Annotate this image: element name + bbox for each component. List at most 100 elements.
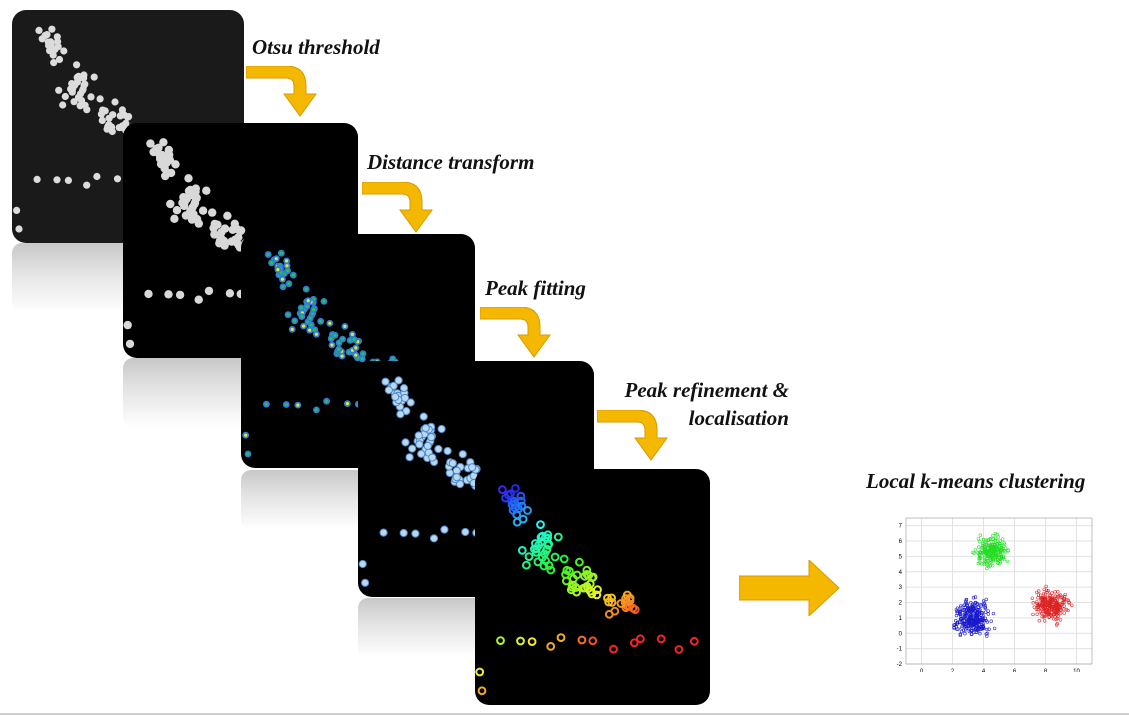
k-means-label: Local k-means clustering (866, 469, 1086, 493)
cell-dot (421, 424, 430, 433)
cell-dot (523, 506, 532, 515)
scatter-point (969, 600, 973, 605)
scatter-point (1002, 542, 1007, 546)
cell-dot (146, 139, 155, 148)
scatter-point (1035, 603, 1040, 608)
scatter-point (975, 602, 979, 607)
scatter-point (1065, 598, 1069, 602)
cell-dot (77, 90, 85, 98)
scatter-point (995, 557, 1000, 561)
scatter-point (989, 619, 993, 623)
y-tick-label: 0 (899, 631, 903, 637)
cell-dot (202, 186, 211, 195)
cell-dot (43, 31, 51, 39)
cell-dot-core (341, 337, 345, 341)
scatter-point (1043, 614, 1047, 619)
cell-dot (234, 240, 243, 249)
scatter-point (967, 626, 971, 631)
x-tick-label: 10 (1073, 669, 1080, 672)
scatter-point (1046, 612, 1050, 616)
scatter-point (971, 623, 975, 627)
cell-dot (111, 98, 119, 106)
scatter-point (954, 613, 959, 618)
cell-dot-core (246, 452, 250, 456)
cell-dot-core (293, 319, 297, 323)
scatter-point (1047, 604, 1051, 608)
cell-dot (689, 636, 699, 646)
scatter-point (983, 616, 988, 621)
scatter-point (980, 551, 985, 555)
scatter-point (970, 607, 974, 611)
cell-dot-core (285, 259, 289, 263)
cell-dot (575, 557, 584, 567)
x-tick-label: 0 (920, 669, 924, 672)
cell-dot-core (269, 261, 274, 265)
cell-dot (68, 88, 76, 96)
scatter-point (1035, 600, 1039, 604)
scatter-point (1059, 595, 1063, 600)
scatter-point (955, 621, 960, 625)
scatter-point (1038, 593, 1043, 597)
scatter-point (1037, 619, 1041, 623)
scatter-point (956, 627, 960, 631)
plot-frame (905, 517, 1093, 665)
cell-dot (428, 453, 437, 462)
cell-dot (616, 599, 626, 608)
scatter-point (964, 597, 968, 602)
cell-dot-core (264, 402, 268, 406)
scatter-point (960, 626, 964, 630)
cell-dot (55, 55, 64, 64)
scatter-point (1001, 555, 1006, 560)
cell-dot (524, 552, 534, 561)
scatter-point (983, 540, 987, 544)
scatter-point (962, 623, 967, 627)
scatter-point (981, 622, 985, 626)
scatter-point (1031, 601, 1035, 605)
scatter-point (1054, 605, 1058, 609)
cell-dot (361, 578, 370, 587)
scatter-point (986, 612, 990, 616)
cell-dot (15, 225, 23, 233)
scatter-point (1054, 598, 1058, 603)
scatter-point (1062, 597, 1067, 601)
scatter-point (965, 606, 970, 611)
scatter-point (1045, 600, 1050, 604)
cell-dot (217, 228, 226, 237)
cell-dot-core (300, 315, 304, 319)
scatter-point (1059, 611, 1063, 616)
cell-dot (80, 81, 88, 89)
cell-dot (75, 72, 83, 80)
cell-dot (517, 546, 527, 555)
scatter-point (1062, 611, 1066, 615)
cell-dot (90, 73, 98, 81)
cell-dot (358, 559, 367, 569)
scatter-point (1044, 584, 1048, 589)
cell-dot (55, 86, 63, 94)
scatter-point (972, 551, 976, 555)
scatter-point (1041, 592, 1046, 596)
cell-dot (60, 47, 68, 55)
cell-dot (423, 441, 432, 451)
cell-dot (592, 590, 602, 600)
scatter-point (994, 545, 998, 549)
cell-dot (172, 206, 182, 215)
scatter-point (1062, 604, 1066, 608)
scatter-point (985, 634, 989, 638)
cell-dot-core (302, 324, 306, 328)
cell-dot (186, 185, 195, 195)
bent-arrow-icon (480, 307, 551, 358)
scatter-point (978, 631, 982, 636)
cell-dot (475, 667, 485, 677)
cell-dot (512, 517, 522, 527)
cell-dot-core (306, 299, 310, 303)
scatter-point (1051, 607, 1055, 611)
scatter-point (1070, 603, 1074, 607)
cell-dot (559, 554, 569, 564)
cell-dot (588, 636, 598, 646)
scatter-point (1043, 613, 1047, 618)
cell-dot-core (354, 346, 358, 350)
scatter-point (1042, 603, 1047, 607)
scatter-point (987, 553, 991, 557)
cell-dot (538, 531, 547, 541)
cell-dot (170, 214, 179, 223)
